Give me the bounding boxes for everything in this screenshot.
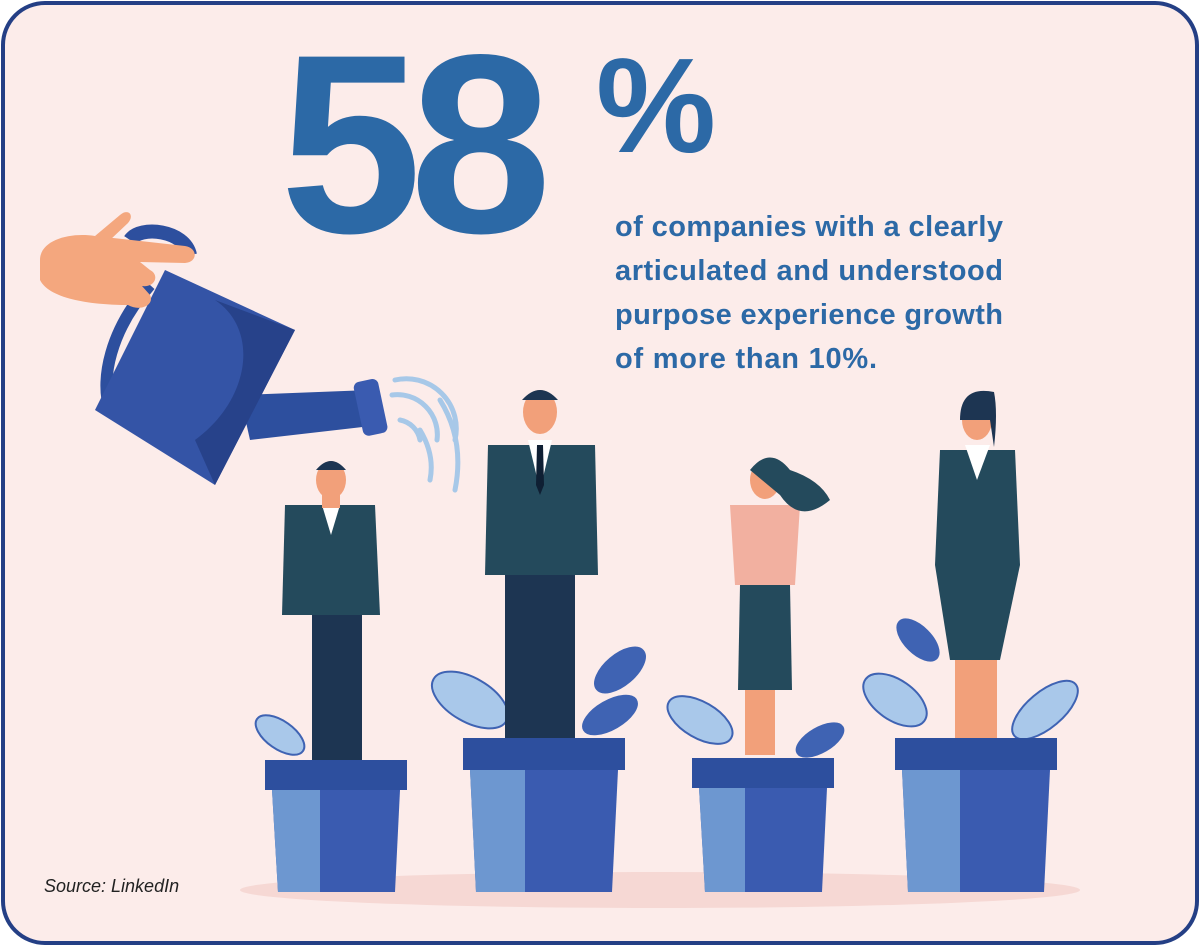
pot <box>895 738 1057 892</box>
ground-shadow <box>240 872 1080 908</box>
person <box>485 390 598 740</box>
description-line: articulated and understood <box>615 255 1003 287</box>
description-line: of more than 10%. <box>615 343 877 375</box>
pot <box>692 758 834 892</box>
pot <box>463 738 625 892</box>
pot <box>265 760 407 892</box>
person <box>282 461 380 760</box>
person <box>935 390 1020 740</box>
headline-number: 58 <box>280 2 544 287</box>
leaves <box>254 618 1079 758</box>
person <box>730 457 830 755</box>
source: Source: LinkedIn <box>44 876 179 896</box>
description: of companies with a clearly articulated … <box>615 211 1003 375</box>
hand <box>40 212 195 308</box>
description-line: of companies with a clearly <box>615 211 1003 243</box>
description-line: purpose experience growth <box>615 299 1003 331</box>
headline-unit: % <box>596 30 716 181</box>
